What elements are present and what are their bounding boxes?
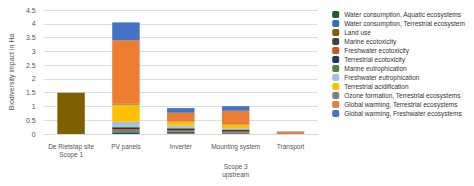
svg-text:upstream: upstream (222, 171, 249, 179)
svg-text:Mounting system: Mounting system (211, 143, 260, 151)
svg-text:Global warming, Freshwater eco: Global warming, Freshwater ecosystems (344, 110, 462, 118)
svg-text:Marine eutrophication: Marine eutrophication (344, 65, 407, 73)
svg-text:4.5: 4.5 (26, 7, 36, 14)
svg-text:1.5: 1.5 (26, 89, 36, 96)
svg-text:Water consumption, Terrestrial: Water consumption, Terrestrial ecosystem (344, 20, 465, 28)
svg-text:Transport: Transport (277, 143, 305, 151)
svg-text:Marine ecotoxicity: Marine ecotoxicity (344, 38, 397, 46)
svg-text:PV panels: PV panels (111, 143, 141, 151)
svg-text:Terrestrial acidification: Terrestrial acidification (344, 83, 409, 90)
svg-text:4: 4 (32, 20, 36, 27)
svg-text:Scope 3: Scope 3 (224, 163, 248, 171)
svg-text:3: 3 (32, 48, 36, 55)
svg-text:Ozone formation, Terrestrial e: Ozone formation, Terrestrial ecosystems (344, 92, 461, 100)
svg-text:Freshwater ecotoxicity: Freshwater ecotoxicity (344, 47, 409, 55)
svg-text:1: 1 (32, 103, 36, 110)
svg-text:Terrestrial ecotoxicity: Terrestrial ecotoxicity (344, 56, 405, 64)
svg-text:2: 2 (32, 75, 36, 82)
svg-text:Inverter: Inverter (170, 143, 193, 150)
svg-text:2.5: 2.5 (26, 62, 36, 69)
svg-text:Freshwater eutrophication: Freshwater eutrophication (344, 74, 420, 82)
svg-text:Biodiversity impact in Ha: Biodiversity impact in Ha (8, 34, 16, 111)
svg-text:0: 0 (32, 131, 36, 138)
svg-text:Land use: Land use (344, 29, 371, 36)
svg-text:De Rietstap site: De Rietstap site (48, 143, 94, 151)
svg-text:0.5: 0.5 (26, 117, 36, 124)
svg-text:3.5: 3.5 (26, 34, 36, 41)
svg-text:Water consumption, Aquatic eco: Water consumption, Aquatic ecosystems (344, 11, 462, 19)
svg-text:Global warming, Terrestrial ec: Global warming, Terrestrial ecosystems (344, 101, 458, 109)
svg-text:Scope 1: Scope 1 (59, 151, 83, 159)
